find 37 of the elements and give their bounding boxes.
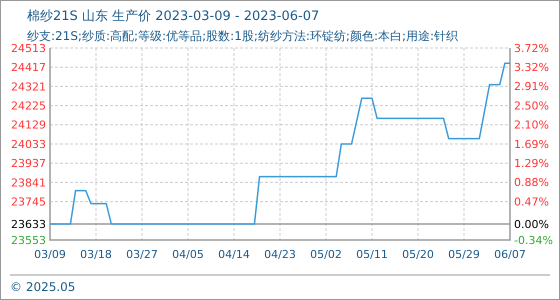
y2-tick-label: 0.00% [514, 218, 549, 231]
y-tick-label: 24513 [11, 42, 46, 55]
y-tick-label: 23745 [11, 195, 46, 208]
y-tick-label: 23937 [11, 157, 46, 170]
y2-tick-label: 0.47% [514, 196, 549, 209]
x-tick-label: 04/14 [218, 248, 250, 261]
x-tick-label: 03/18 [80, 248, 112, 261]
y-tick-label: 24321 [11, 80, 46, 94]
y-tick-label: 24033 [11, 138, 46, 151]
y2-tick-label: 2.91% [514, 80, 549, 94]
y2-tick-label: 2.50% [514, 100, 549, 113]
x-tick-label: 06/07 [494, 248, 526, 261]
y-tick-label: 23841 [11, 176, 46, 190]
chart-title: 棉纱21S 山东 生产价 2023-03-09 - 2023-06-07 [27, 9, 320, 24]
x-tick-label: 05/29 [448, 248, 480, 261]
y2-tick-label: 1.29% [514, 156, 549, 170]
y2-tick-label: 0.88% [514, 176, 549, 190]
y2-tick-label: 3.72% [514, 42, 549, 55]
x-tick-label: 04/23 [264, 248, 296, 261]
x-tick-label: 05/11 [356, 248, 388, 261]
x-tick-label: 03/09 [34, 248, 66, 261]
x-tick-label: 04/05 [172, 248, 204, 261]
y-tick-label: 24129 [11, 118, 46, 132]
y-tick-label: 24225 [11, 99, 46, 112]
x-tick-label: 05/02 [310, 248, 342, 261]
x-tick-label: 05/20 [402, 248, 434, 261]
x-tick-label: 03/27 [126, 248, 158, 261]
text: © 2025.05 [10, 280, 76, 294]
y-tick-label: 23553 [11, 234, 46, 247]
y-tick-label: 24417 [11, 61, 46, 74]
y2-tick-label: 2.10% [514, 118, 549, 132]
y2-tick-label: 3.32% [514, 60, 549, 74]
y2-tick-label: 1.69% [514, 138, 549, 151]
chart-subtitle: 纱支:21S;纱质:高配;等级:优等品;股数:1股;纺纱方法:环锭纺;颜色:本白;用途:针织 [27, 29, 458, 43]
line-series [49, 62, 511, 225]
y-tick-label: 23633 [11, 218, 46, 231]
y2-tick-label: -0.34% [514, 234, 553, 247]
